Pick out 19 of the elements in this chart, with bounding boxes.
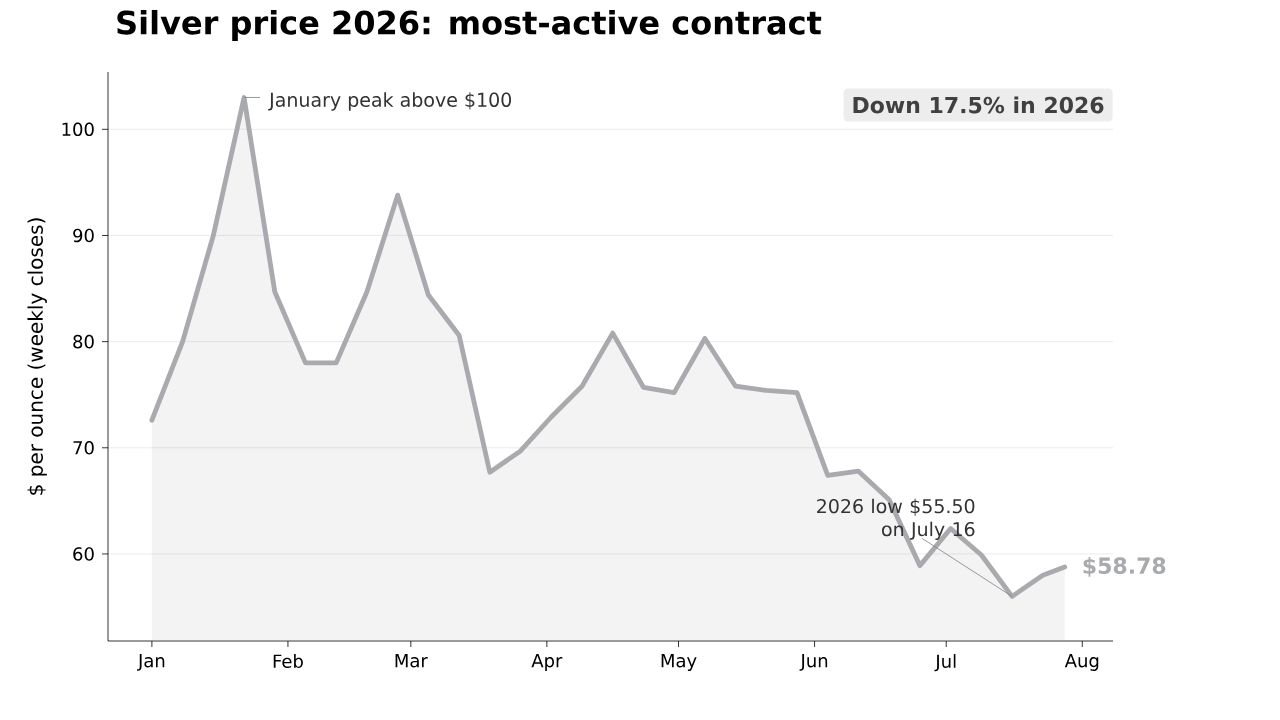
x-tick-label: Jun (799, 654, 828, 671)
x-tick-label: May (661, 654, 697, 671)
chart-title: Silver price 2026: most-active contract (117, 9, 822, 41)
annotation: 2026 low $55.50 on July 16 (817, 498, 975, 541)
x-tick-label: Mar (395, 654, 428, 668)
x-tick-label: Jan (137, 654, 165, 671)
x-tick-label: Apr (531, 654, 563, 671)
x-tick-label: Jul (934, 654, 956, 672)
y-tick-label: 80 (73, 334, 94, 349)
annotation: $58.78 (1083, 556, 1166, 577)
annotation: January peak above $100 (268, 92, 512, 111)
x-tick-label: Feb (273, 654, 303, 668)
y-tick-label: 60 (73, 547, 94, 561)
y-tick-label: 100 (62, 122, 94, 137)
y-tick-label: 70 (73, 440, 94, 455)
y-tick-label: 90 (73, 228, 94, 243)
y-axis-title: $ per ounce (weekly closes) (27, 218, 47, 495)
x-tick-label: Aug (1064, 654, 1099, 671)
annotation: Down 17.5% in 2026 (853, 96, 1104, 114)
